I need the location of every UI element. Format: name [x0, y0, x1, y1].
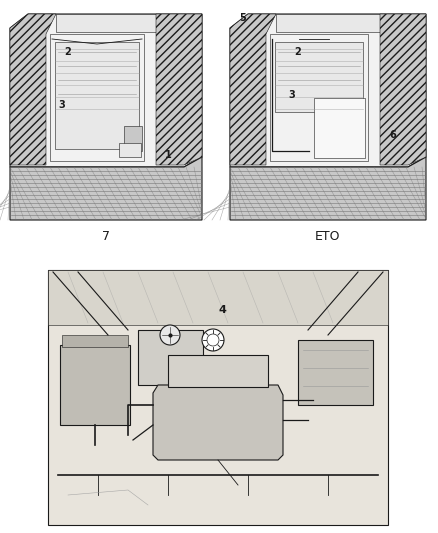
Bar — [298, 340, 373, 405]
Bar — [48, 270, 388, 325]
Polygon shape — [10, 14, 202, 167]
Polygon shape — [230, 157, 426, 220]
Bar — [60, 345, 130, 425]
Text: 5: 5 — [240, 13, 246, 23]
Text: 1: 1 — [165, 150, 171, 160]
Text: 4: 4 — [218, 305, 226, 315]
Polygon shape — [48, 270, 388, 525]
Bar — [168, 355, 268, 387]
Polygon shape — [56, 14, 156, 32]
Bar — [62, 335, 128, 347]
Bar — [119, 143, 141, 157]
Polygon shape — [153, 385, 283, 460]
Bar — [314, 98, 365, 158]
Text: ETO: ETO — [315, 230, 341, 244]
Text: 3: 3 — [59, 100, 65, 110]
Polygon shape — [380, 14, 426, 165]
Polygon shape — [270, 34, 368, 161]
Text: 2: 2 — [295, 47, 301, 57]
Bar — [138, 330, 203, 385]
Bar — [275, 42, 363, 112]
Bar — [55, 42, 139, 149]
Circle shape — [160, 325, 180, 345]
Text: 6: 6 — [390, 130, 396, 140]
Circle shape — [202, 329, 224, 351]
Text: 2: 2 — [65, 47, 71, 57]
Text: 3: 3 — [289, 90, 295, 100]
Polygon shape — [50, 34, 144, 161]
Polygon shape — [276, 14, 380, 32]
Polygon shape — [230, 14, 276, 165]
Polygon shape — [10, 157, 202, 220]
Text: 7: 7 — [102, 230, 110, 244]
Polygon shape — [10, 14, 56, 165]
Polygon shape — [156, 14, 202, 165]
Polygon shape — [230, 14, 426, 167]
Bar — [124, 126, 142, 151]
